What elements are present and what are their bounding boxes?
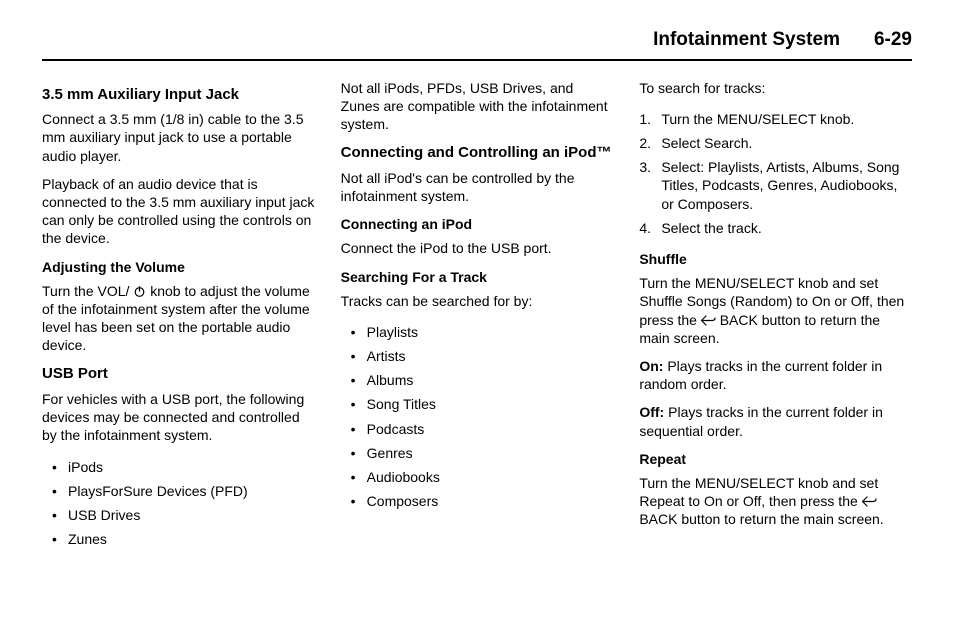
heading-search-track: Searching For a Track [341, 268, 614, 286]
page-header: Infotainment System 6-29 [42, 28, 912, 61]
heading-ipod: Connecting and Controlling an iPod™ [341, 143, 614, 163]
content-columns: 3.5 mm Auxiliary Input Jack Connect a 3.… [42, 79, 912, 562]
back-arrow-icon [701, 315, 716, 327]
para-search: Tracks can be searched for by: [341, 292, 614, 310]
heading-aux-jack: 3.5 mm Auxiliary Input Jack [42, 85, 315, 105]
list-item: Playlists [351, 320, 614, 344]
para-repeat-a: Turn the MENU/SELECT knob and set Repeat… [639, 475, 878, 509]
para-aux-2: Playback of an audio device that is conn… [42, 175, 315, 248]
para-repeat-b: BACK button to return the main screen. [639, 511, 883, 527]
search-steps: Turn the MENU/SELECT knob. Select Search… [639, 107, 912, 240]
search-list: Playlists Artists Albums Song Titles Pod… [351, 320, 614, 514]
para-off: Off: Plays tracks in the current folder … [639, 403, 912, 439]
para-ipod-1: Not all iPod's can be controlled by the … [341, 169, 614, 205]
usb-device-list: iPods PlaysForSure Devices (PFD) USB Dri… [52, 455, 315, 552]
column-3: To search for tracks: Turn the MENU/SELE… [639, 79, 912, 562]
on-text: Plays tracks in the current folder in ra… [639, 358, 882, 392]
heading-connect-ipod: Connecting an iPod [341, 215, 614, 233]
list-item: Select the track. [639, 216, 912, 240]
column-1: 3.5 mm Auxiliary Input Jack Connect a 3.… [42, 79, 315, 562]
on-label: On: [639, 358, 663, 374]
list-item: Zunes [52, 527, 315, 551]
para-volume: Turn the VOL/ knob to adjust the volume … [42, 282, 315, 355]
heading-repeat: Repeat [639, 450, 912, 468]
list-item: iPods [52, 455, 315, 479]
list-item: Genres [351, 441, 614, 465]
list-item: Composers [351, 489, 614, 513]
para-repeat: Turn the MENU/SELECT knob and set Repeat… [639, 474, 912, 529]
para-on: On: Plays tracks in the current folder i… [639, 357, 912, 393]
heading-shuffle: Shuffle [639, 250, 912, 268]
heading-usb-port: USB Port [42, 364, 315, 384]
para-aux-1: Connect a 3.5 mm (1/8 in) cable to the 3… [42, 110, 315, 165]
para-volume-a: Turn the VOL/ [42, 283, 133, 299]
para-compat: Not all iPods, PFDs, USB Drives, and Zun… [341, 79, 614, 134]
list-item: Turn the MENU/SELECT knob. [639, 107, 912, 131]
power-icon [133, 285, 146, 298]
para-usb: For vehicles with a USB port, the follow… [42, 390, 315, 445]
list-item: Select Search. [639, 131, 912, 155]
list-item: PlaysForSure Devices (PFD) [52, 479, 315, 503]
list-item: Audiobooks [351, 465, 614, 489]
para-shuffle: Turn the MENU/SELECT knob and set Shuffl… [639, 274, 912, 347]
para-connect: Connect the iPod to the USB port. [341, 239, 614, 257]
para-tosearch: To search for tracks: [639, 79, 912, 97]
list-item: Song Titles [351, 392, 614, 416]
list-item: USB Drives [52, 503, 315, 527]
list-item: Select: Playlists, Artists, Albums, Song… [639, 155, 912, 216]
list-item: Podcasts [351, 417, 614, 441]
heading-adjust-volume: Adjusting the Volume [42, 258, 315, 276]
off-label: Off: [639, 404, 664, 420]
list-item: Artists [351, 344, 614, 368]
header-title: Infotainment System [653, 28, 840, 53]
off-text: Plays tracks in the current folder in se… [639, 404, 883, 438]
list-item: Albums [351, 368, 614, 392]
column-2: Not all iPods, PFDs, USB Drives, and Zun… [341, 79, 614, 562]
back-arrow-icon [862, 496, 877, 508]
header-page-number: 6-29 [874, 28, 912, 53]
